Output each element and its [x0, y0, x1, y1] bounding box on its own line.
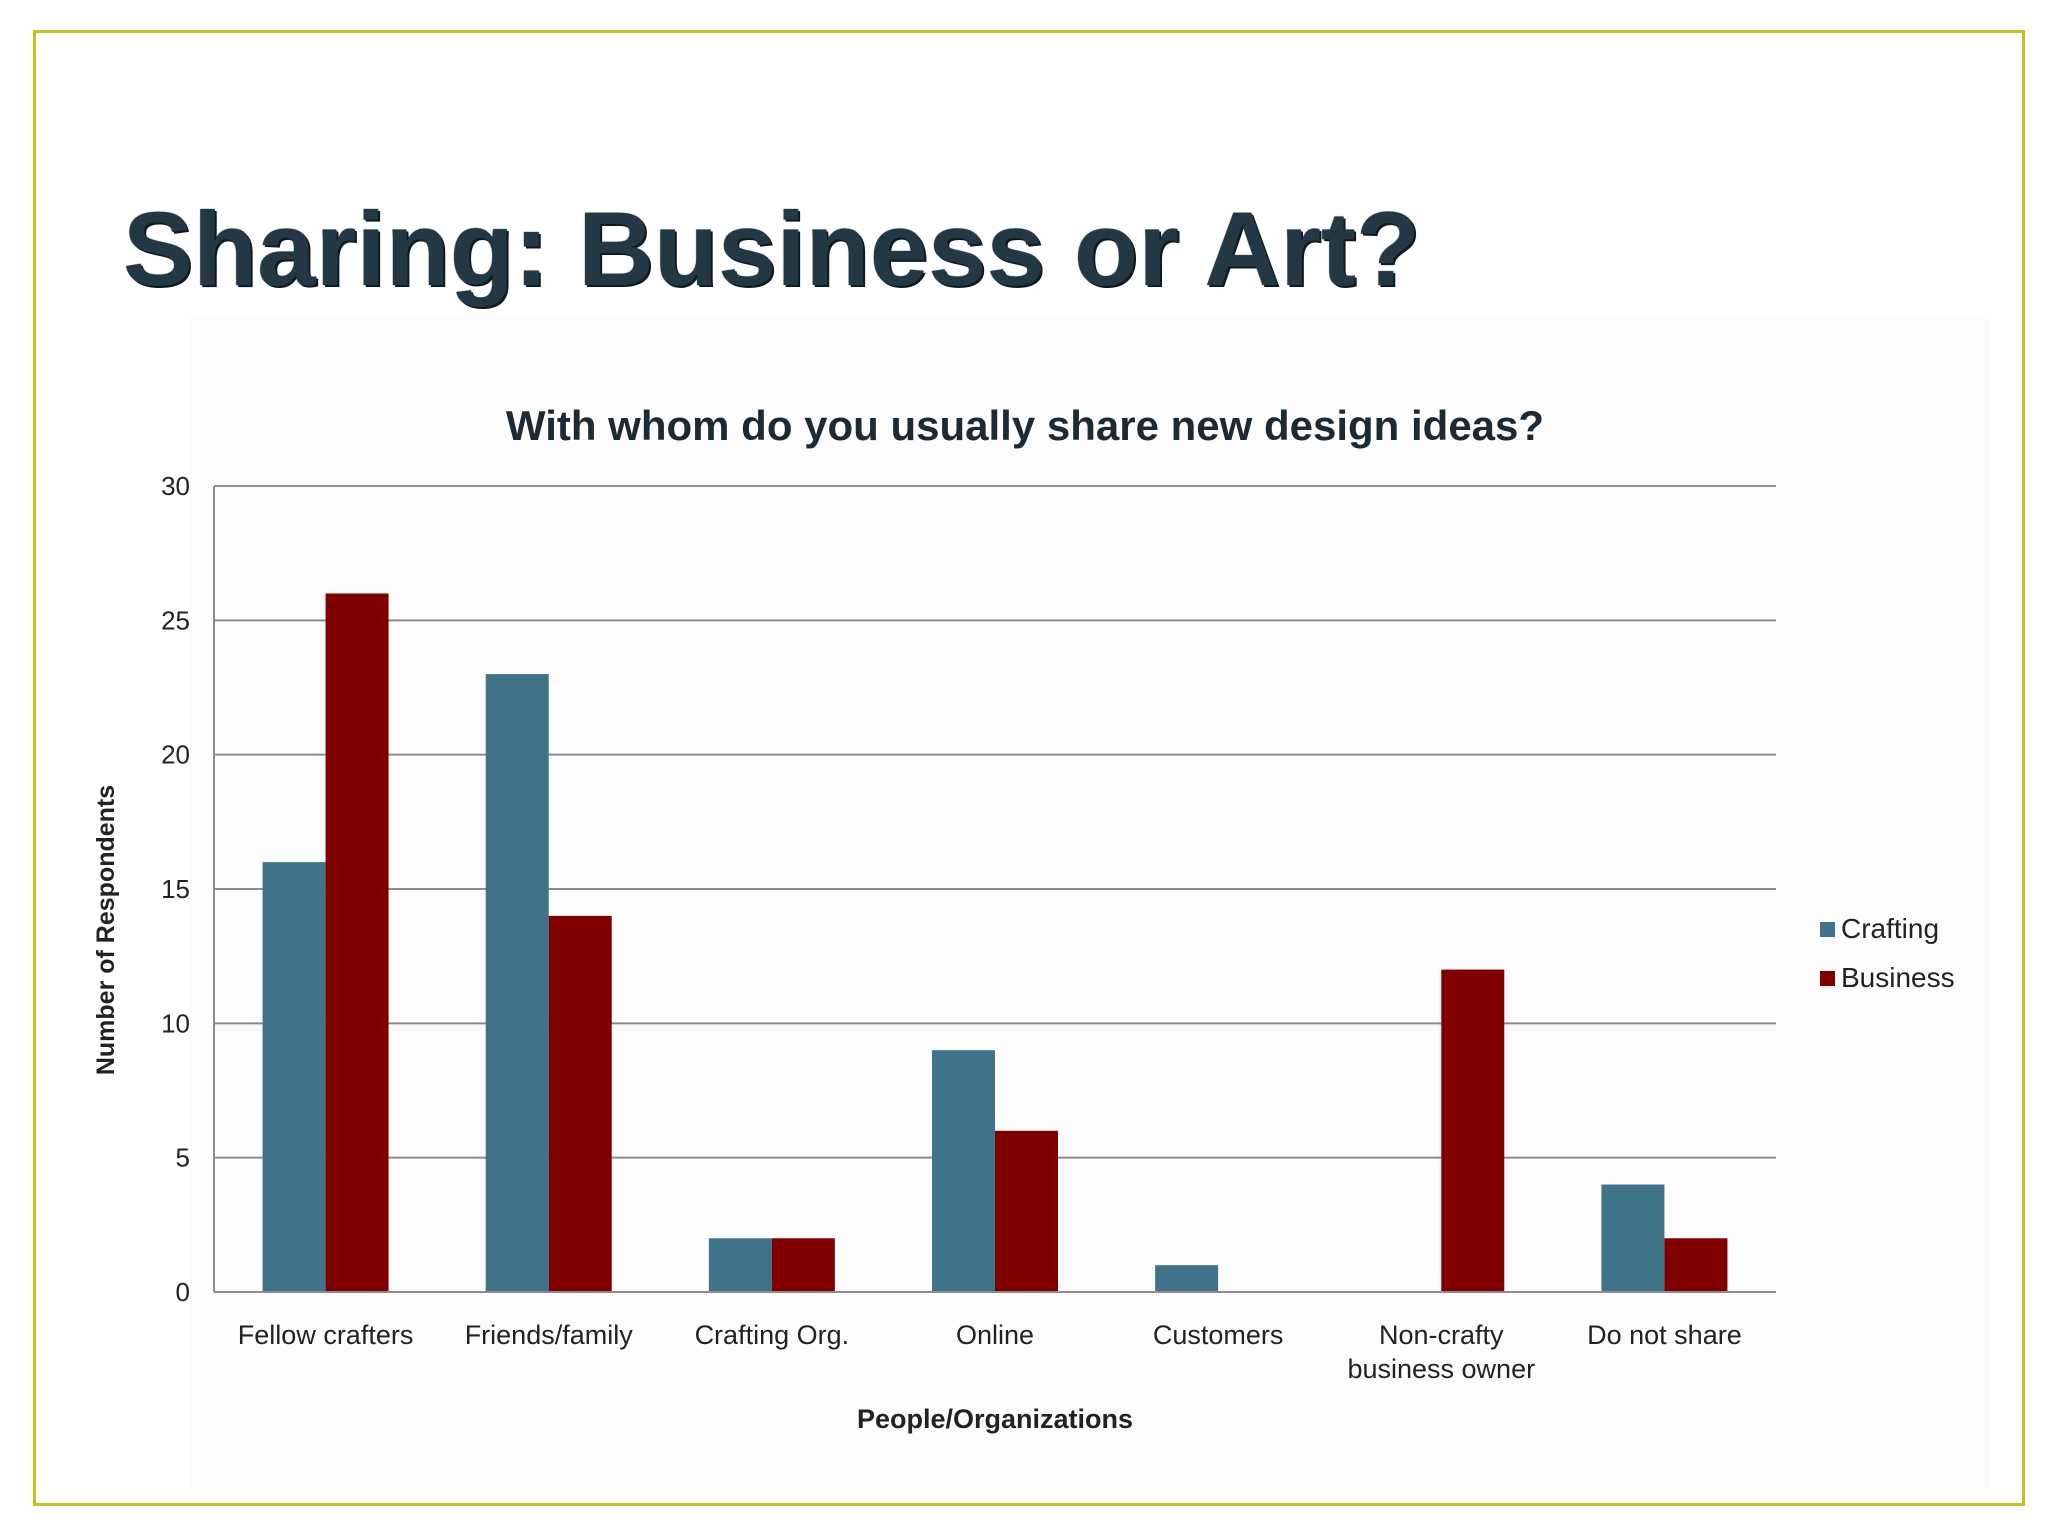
x-tick-label: Fellow crafters — [238, 1320, 414, 1350]
x-axis-title: People/Organizations — [857, 1404, 1133, 1434]
chart-title: With whom do you usually share new desig… — [506, 402, 1544, 449]
bar-business-friends-family — [548, 915, 612, 1292]
y-axis-title: Number of Respondents — [92, 785, 120, 1075]
bar-business-fellow-crafters — [325, 593, 389, 1292]
bar-business-online — [995, 1130, 1058, 1292]
x-tick-label: Online — [956, 1320, 1034, 1350]
y-tick-label: 30 — [161, 471, 190, 501]
x-tick-label: Friends/family — [465, 1320, 634, 1350]
legend-label-business: Business — [1841, 962, 1955, 993]
bar-business-do-not-share — [1664, 1238, 1728, 1292]
x-tick-labels: Fellow crafters Friends/family Crafting Or… — [238, 1320, 1742, 1384]
y-tick-label: 15 — [161, 874, 190, 904]
slide-title: Sharing: Business or Art? — [123, 191, 1421, 308]
x-tick-label: Crafting Org. — [695, 1320, 850, 1350]
x-tick-label: Non-crafty business owner — [1347, 1320, 1535, 1384]
y-tick-label: 5 — [176, 1143, 190, 1173]
bar-crafting-customers — [1155, 1265, 1219, 1292]
bar-crafting-fellow-crafters — [262, 862, 326, 1292]
y-tick-labels: 0 5 10 15 20 25 30 — [161, 471, 190, 1307]
y-tick-label: 10 — [161, 1008, 190, 1038]
y-tick-label: 25 — [161, 605, 190, 635]
bars — [262, 593, 1728, 1292]
bar-crafting-online — [932, 1050, 995, 1292]
x-tick-label: Customers — [1153, 1320, 1284, 1350]
legend-label-crafting: Crafting — [1841, 913, 1939, 944]
y-tick-label: 0 — [176, 1277, 190, 1307]
gridlines — [214, 485, 1776, 1159]
legend-swatch-crafting — [1820, 922, 1835, 937]
legend: Crafting Business — [1820, 913, 1955, 993]
legend-swatch-business — [1820, 971, 1835, 986]
y-tick-label: 20 — [161, 740, 190, 770]
bar-crafting-do-not-share — [1601, 1184, 1665, 1292]
bar-crafting-friends-family — [485, 674, 549, 1292]
bar-business-crafting-org — [771, 1238, 835, 1292]
bar-business-non-crafty-business-owner — [1441, 969, 1505, 1292]
bar-crafting-crafting-org — [708, 1238, 772, 1292]
x-tick-label: Do not share — [1587, 1320, 1742, 1350]
